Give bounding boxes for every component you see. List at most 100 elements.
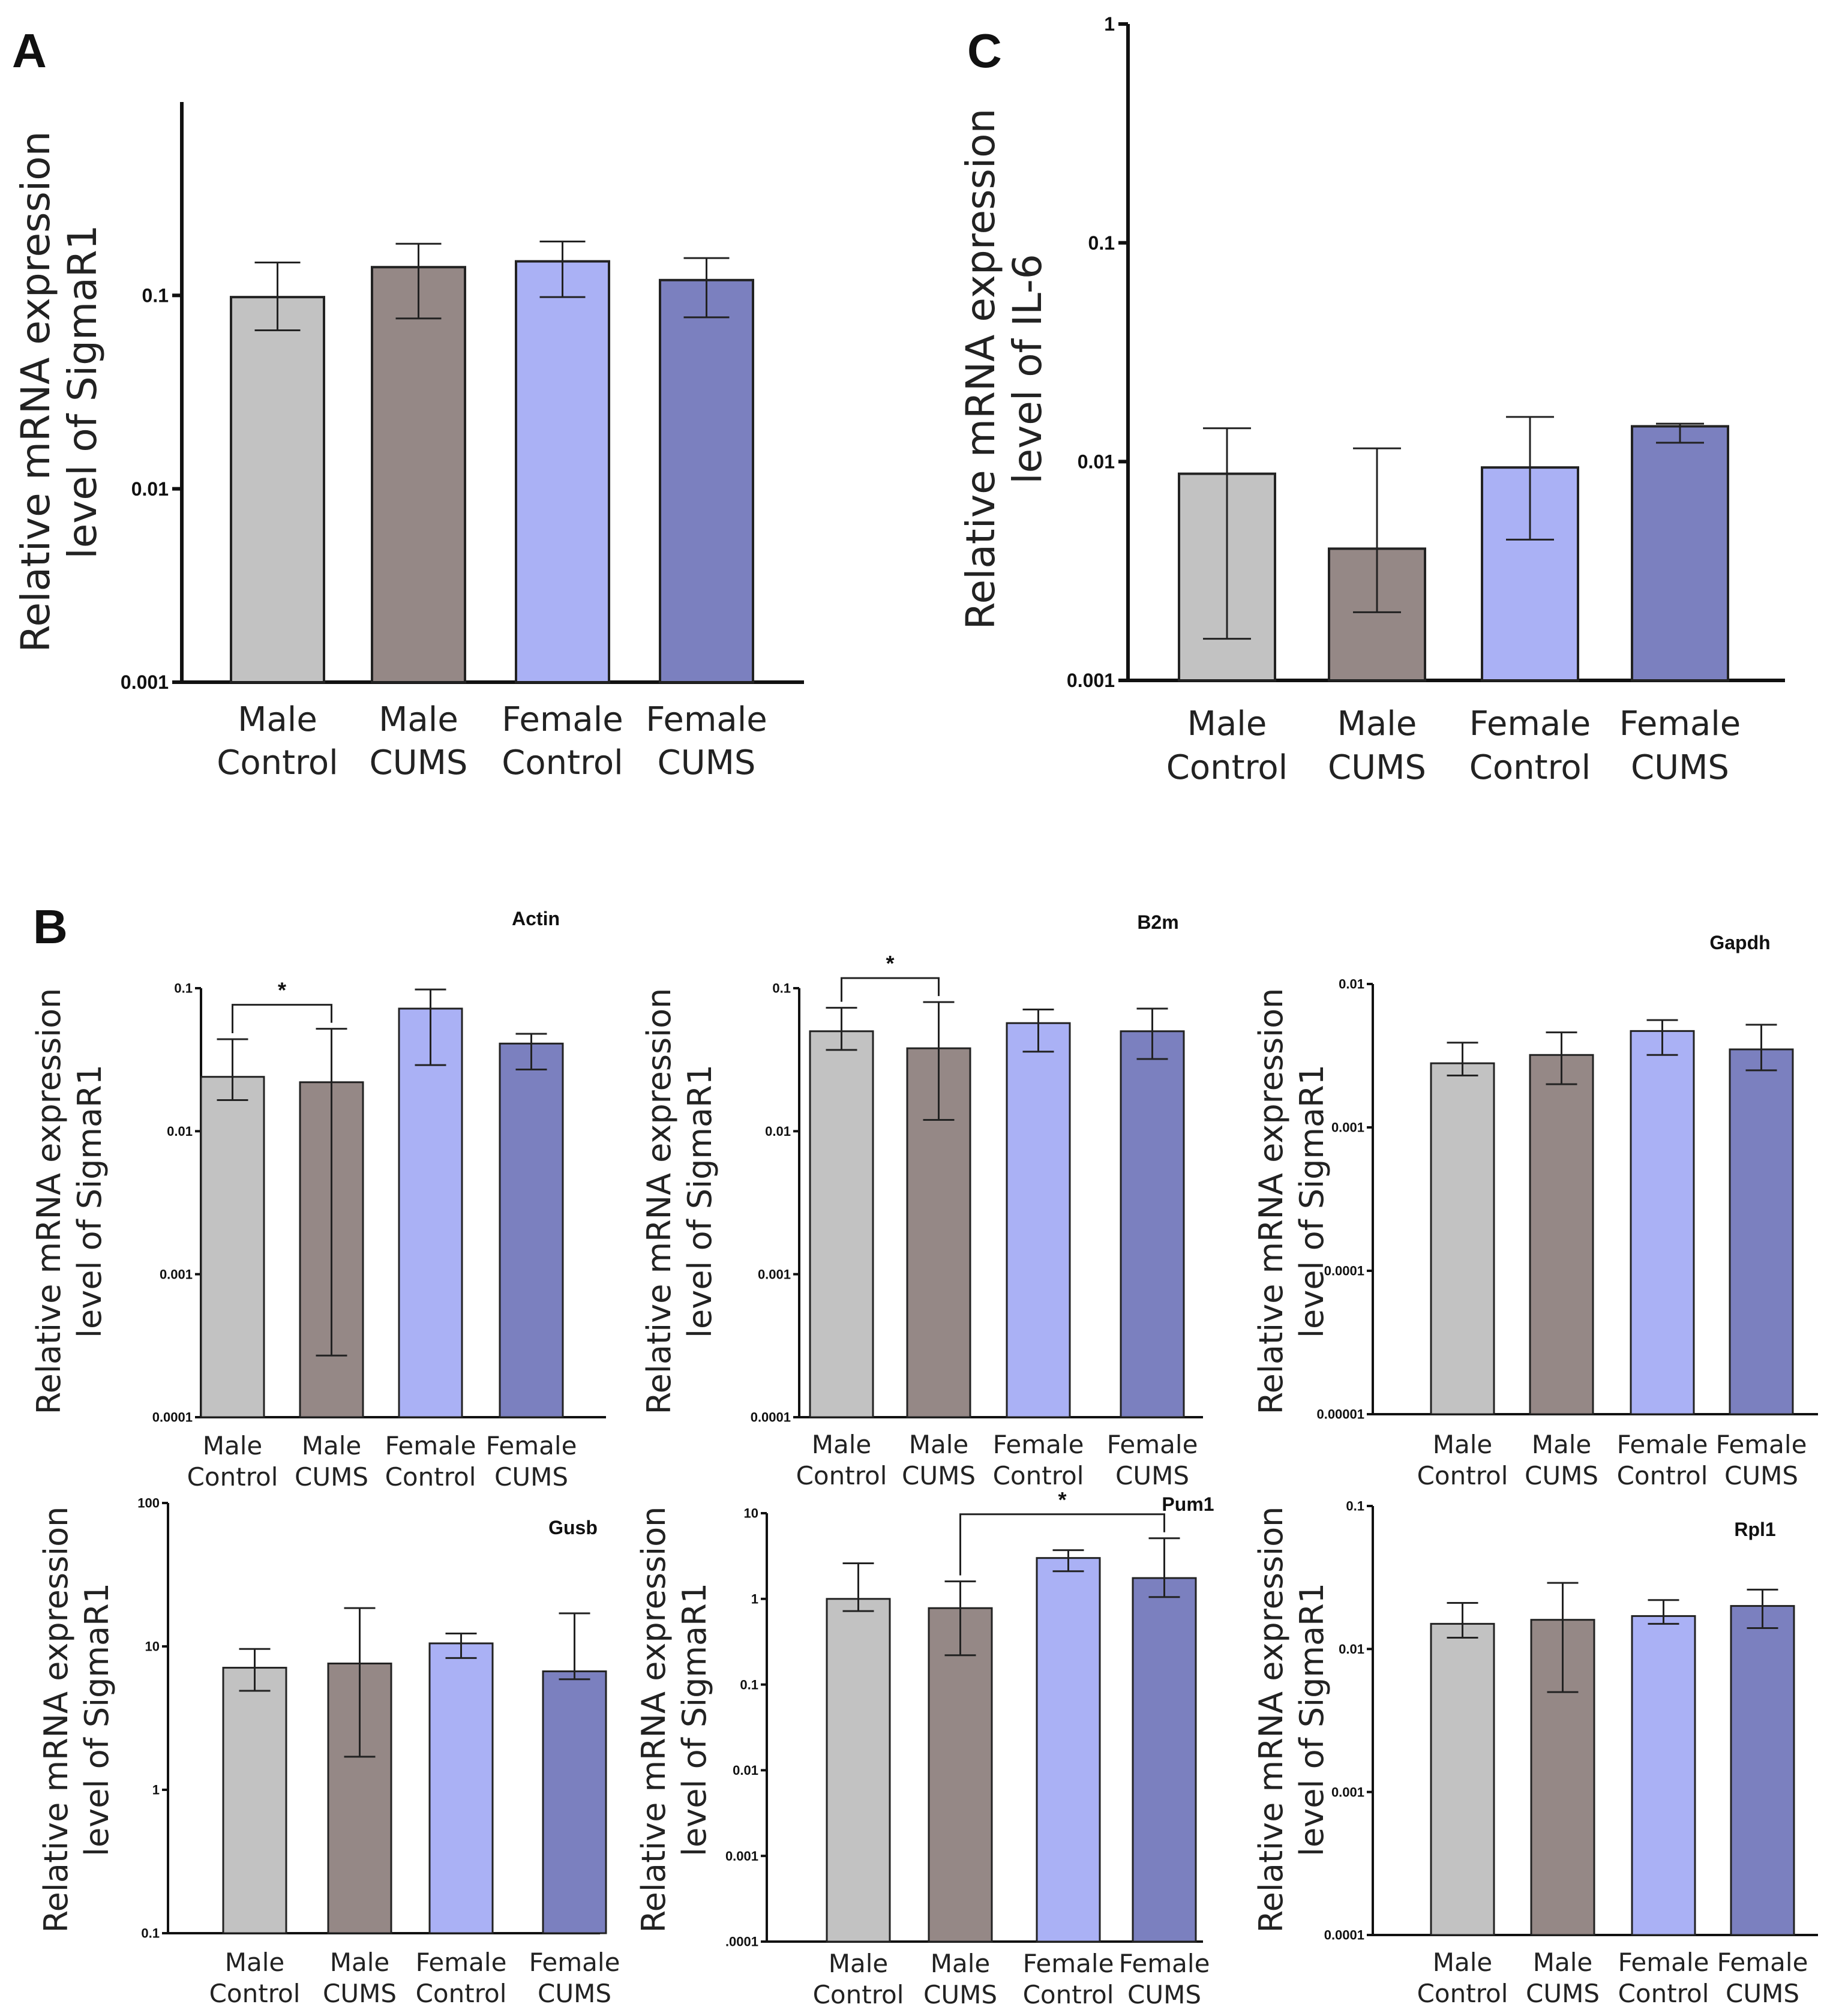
category-label: Control [1618,1979,1709,2008]
panel-letter-b: B [33,900,68,953]
bar [230,296,325,684]
bar [1430,1062,1495,1415]
category-label: Male [1187,704,1267,743]
category-label: Female [1618,1948,1709,1977]
y-tick-label: 0.01 [1339,1642,1364,1657]
chart-b-pum1: .00010.0010.010.1110MaleControlMaleCUMSF… [635,1487,1214,2009]
significance-star: * [1058,1487,1066,1512]
category-label: Female [993,1430,1084,1459]
category-label: Female [486,1431,577,1460]
y-axis-label: Relative mRNA expression [640,988,678,1415]
category-label: Male [931,1949,990,1978]
chart-b-gapdh: 0.000010.00010.0010.01MaleControlMaleCUM… [1252,932,1818,1490]
category-label: Male [1337,704,1417,743]
category-label: Male [812,1430,871,1459]
category-label: Female [529,1948,620,1977]
category-label: CUMS [658,743,756,782]
y-tick-label: 0.001 [160,1267,193,1282]
chart-b-actin: 0.00010.0010.010.1MaleControlMaleCUMSFem… [30,908,606,1492]
significance-bracket [841,977,940,1002]
y-axis-label: Relative mRNA expression [958,109,1004,630]
category-label: Female [1119,1949,1210,1978]
chart-title: B2m [1137,911,1178,933]
bar [515,260,610,683]
category-label: CUMS [494,1462,568,1492]
category-label: Control [1417,1461,1508,1490]
bar [809,1030,874,1418]
category-label: Control [217,743,338,782]
y-tick-label: 0.1 [1346,1499,1364,1514]
category-label: CUMS [323,1979,397,2008]
category-label: CUMS [1115,1461,1189,1490]
category-label: Male [330,1948,389,1977]
y-axis-label: level of SigmaR1 [71,1064,109,1338]
chart-b-b2m: 0.00010.0010.010.1MaleControlMaleCUMSFem… [640,911,1203,1490]
category-label: Control [813,1980,904,2009]
category-label: Male [379,700,458,739]
y-tick-label: 0.001 [1067,670,1115,691]
bar [542,1670,607,1934]
significance-bracket [959,1513,1165,1576]
significance-star: * [886,951,894,976]
significance-bracket [232,1004,332,1033]
category-label: Female [385,1431,476,1460]
bar [1120,1030,1185,1418]
panel-letter-c: C [967,24,1002,77]
bar [1730,1605,1795,1936]
y-tick-label: 0.1 [772,981,791,996]
y-axis-label: level of SigmaR1 [681,1064,719,1338]
category-label: Female [1023,1949,1114,1978]
y-tick-label: 1 [152,1783,160,1798]
bar [1630,1030,1695,1415]
y-tick-label: 0.001 [121,671,169,693]
y-axis-label: Relative mRNA expression [37,1507,75,1933]
y-axis-label: level of SigmaR1 [676,1583,713,1856]
bar [1729,1048,1794,1415]
panel-letter-a: A [12,24,47,77]
y-tick-label: 0.01 [1078,451,1115,473]
category-label: Female [1717,1948,1808,1977]
category-label: Control [1469,748,1591,787]
bar [398,1007,463,1418]
y-tick-label: 0.001 [1331,1120,1364,1135]
y-tick-label: 0.1 [740,1677,758,1692]
category-label: Control [993,1461,1084,1490]
category-label: Male [1433,1430,1492,1459]
category-label: CUMS [1631,748,1729,787]
category-label: CUMS [1127,1980,1201,2009]
category-label: Control [1417,1979,1508,2008]
y-tick-label: 1 [751,1592,758,1607]
significance-star: * [278,978,286,1003]
y-axis-label: level of SigmaR1 [78,1583,116,1856]
category-label: Male [1533,1948,1592,1977]
category-label: Male [1532,1430,1591,1459]
y-axis-label: level of SigmaR1 [59,224,106,559]
category-label: Male [1433,1948,1492,1977]
bar [200,1076,265,1418]
category-label: Male [238,700,317,739]
category-label: Control [1617,1461,1708,1490]
category-label: Female [1617,1430,1708,1459]
category-label: CUMS [1525,1461,1598,1490]
y-tick-label: 0.1 [141,1926,160,1941]
category-label: Female [1716,1430,1807,1459]
y-axis-label: level of SigmaR1 [1293,1064,1331,1338]
y-tick-label: 0.001 [725,1849,758,1864]
bar [428,1642,494,1934]
y-tick-label: 0.01 [167,1124,193,1139]
y-tick-label: 0.00001 [1316,1407,1364,1422]
y-tick-label: 0.0001 [751,1410,791,1425]
y-tick-label: 1 [1104,13,1115,35]
bar [928,1607,993,1943]
category-label: Control [209,1979,301,2008]
y-tick-label: 10 [145,1639,160,1654]
y-axis-label: Relative mRNA expression [30,988,68,1415]
bar [1036,1557,1101,1943]
chart-title: Rpl1 [1734,1519,1775,1540]
y-tick-label: 0.1 [174,981,193,996]
category-label: CUMS [923,1980,997,2009]
bar [1430,1622,1495,1936]
category-label: Control [385,1462,476,1492]
chart-title: Gapdh [1709,932,1770,953]
